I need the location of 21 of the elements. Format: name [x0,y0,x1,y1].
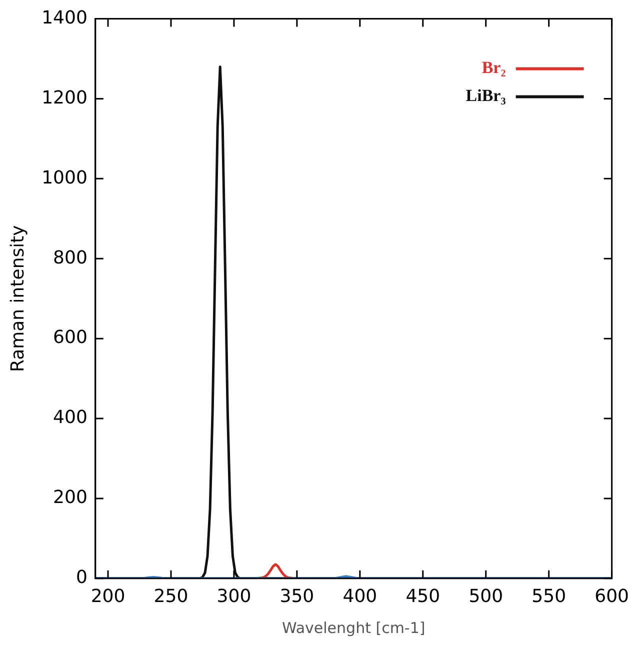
y-tick-label: 800 [53,247,88,268]
x-tick-label: 250 [154,586,188,607]
y-tick-label: 200 [53,487,88,508]
legend-label: LiBr₃ [466,86,506,106]
x-axis-title: Wavelenght [cm-1] [282,618,426,637]
y-tick-label: 1200 [42,87,88,108]
y-tick-label: 600 [53,327,88,348]
x-tick-label: 200 [90,586,126,607]
legend-label: Br₂ [482,58,506,78]
x-tick-label: 400 [342,586,378,607]
x-tick-label: 350 [280,586,314,607]
y-tick-label: 1400 [42,7,88,28]
y-tick-label: 1000 [42,167,88,188]
y-tick-label: 400 [53,407,88,428]
y-tick-label: 0 [76,567,88,588]
x-tick-label: 600 [594,586,629,607]
x-tick-label: 300 [216,586,252,607]
x-tick-label: 500 [468,586,504,607]
y-axis-title: Raman intensity [7,224,28,372]
x-tick-label: 450 [406,586,440,607]
x-tick-label: 550 [532,586,566,607]
